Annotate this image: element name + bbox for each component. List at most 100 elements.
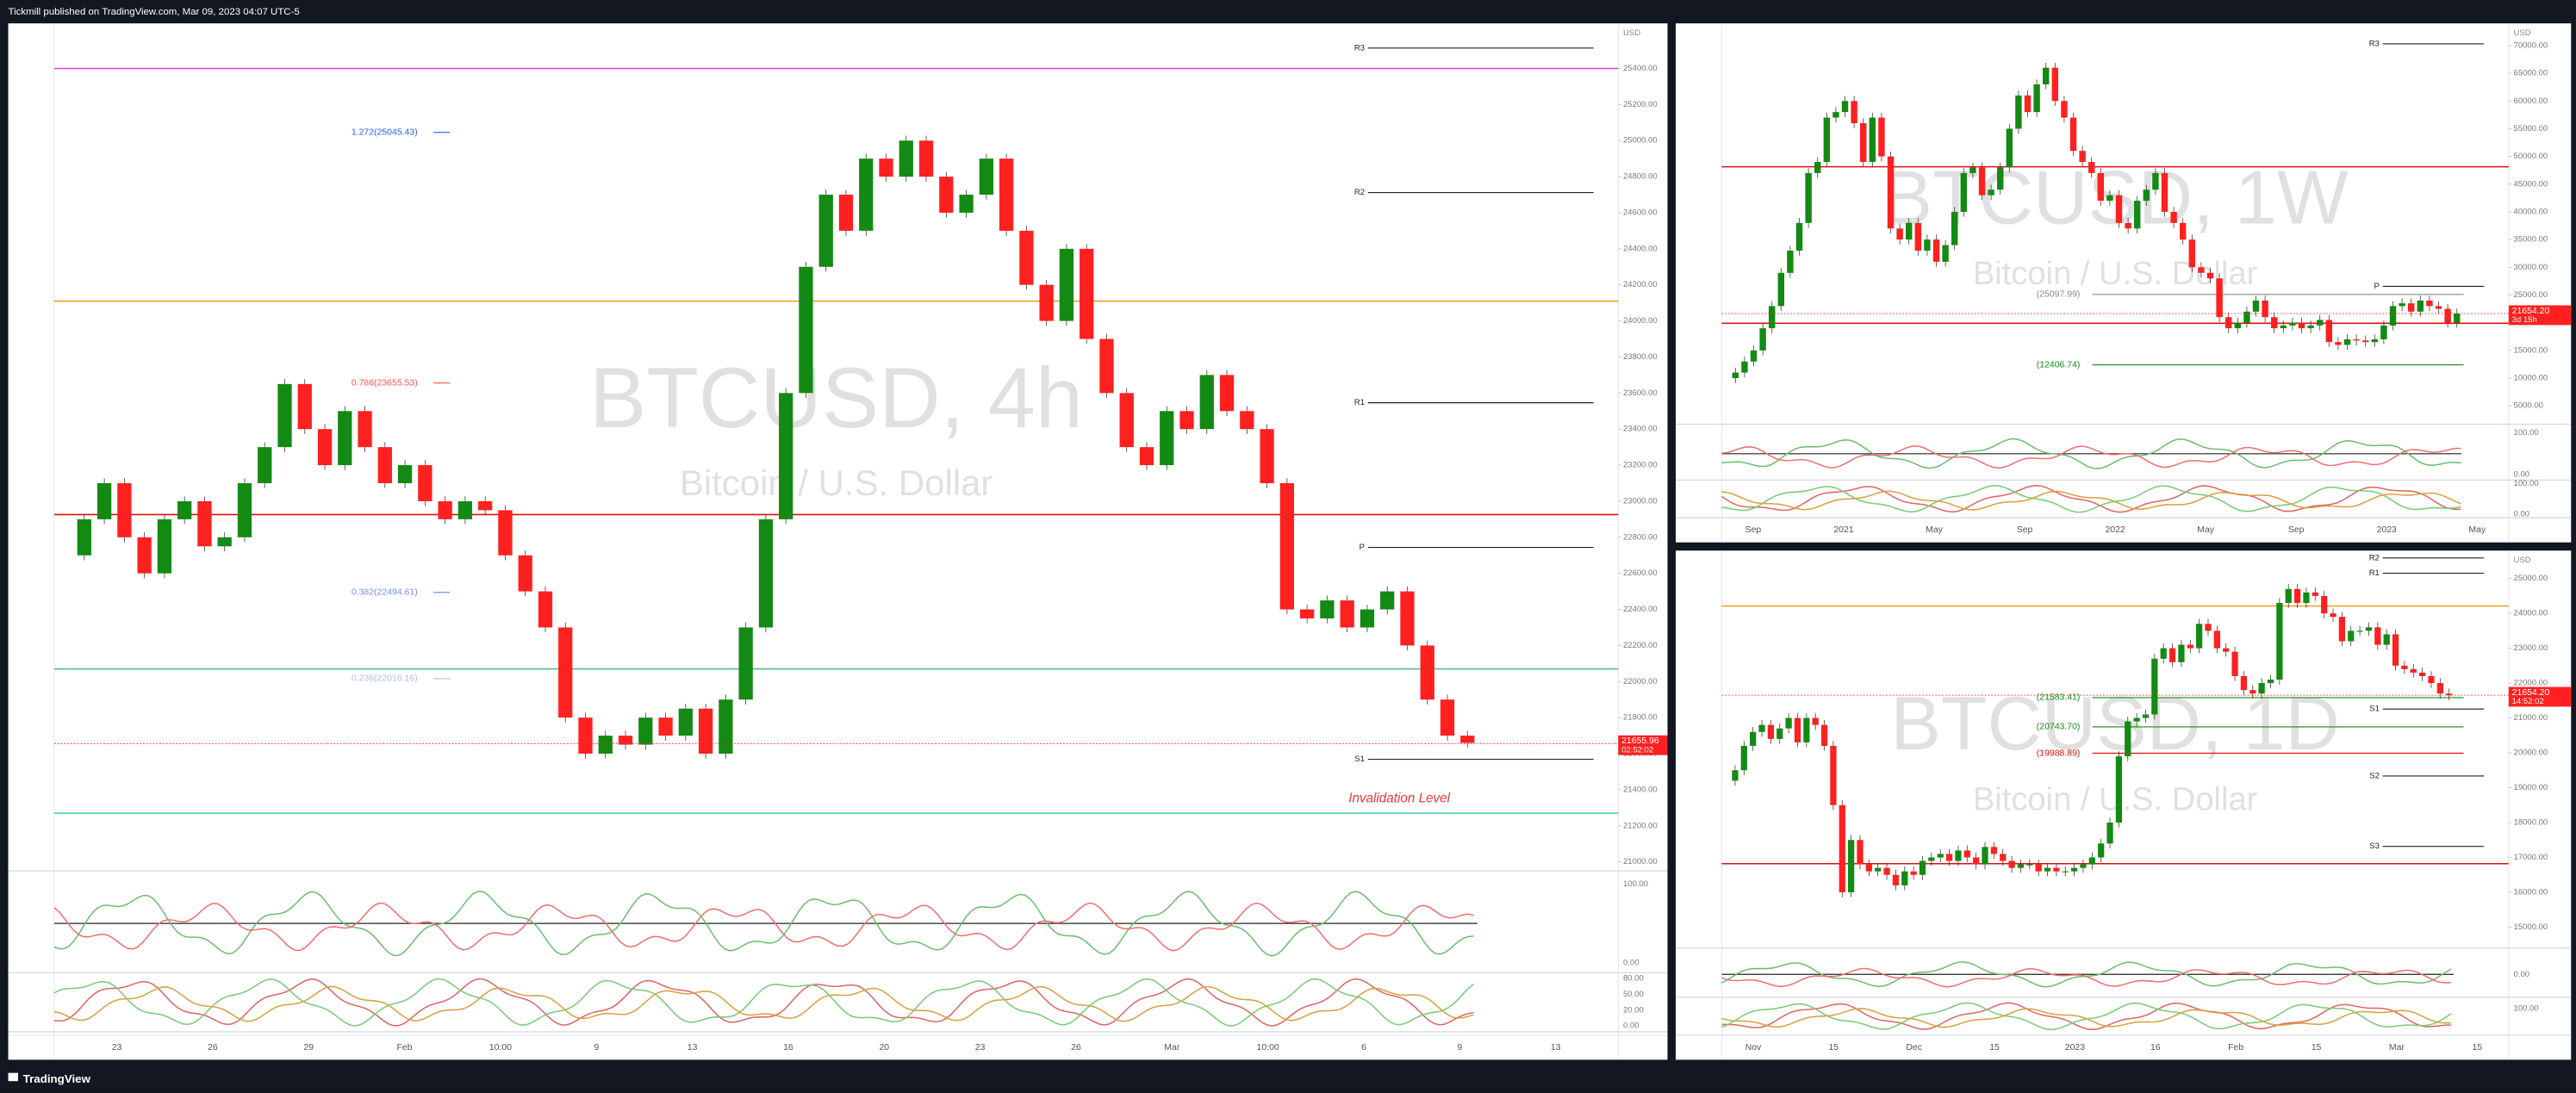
candle-body [598, 736, 613, 755]
candle-body [2262, 300, 2268, 318]
oscillator-line [1721, 484, 2461, 513]
candle-body [1973, 857, 1980, 865]
candle-body [1997, 167, 2004, 190]
candle-body [979, 158, 993, 196]
candle-body [2276, 602, 2283, 680]
candle-body [2080, 864, 2087, 868]
candle-body [2317, 320, 2324, 326]
candle-body [2088, 857, 2095, 865]
pivot-label: S1 [1354, 755, 1365, 764]
currency-label: USD [1623, 28, 1640, 38]
candle-body [2133, 717, 2140, 722]
brand: TradingView [23, 1072, 91, 1085]
candle-body [2293, 588, 2301, 603]
candle-body [2026, 864, 2033, 866]
candle-body [2043, 67, 2050, 84]
candle-body [2280, 325, 2287, 329]
candle-body [2444, 308, 2451, 323]
x-tick-label: 15 [1989, 1043, 2000, 1053]
candle-body [2401, 665, 2408, 669]
y-tick-label: 60000.00 [2514, 96, 2548, 106]
candle-body [1460, 736, 1475, 743]
candle-body [237, 483, 252, 537]
candle-body [1805, 172, 1812, 223]
candle-body [2161, 172, 2168, 212]
candle-body [1901, 871, 1908, 885]
oscillator-line [1721, 438, 2461, 469]
candle-body [1320, 600, 1335, 619]
candle-body [1794, 717, 1801, 742]
oscillator-tick-label: 0.00 [1623, 958, 1640, 967]
candle-body [1951, 211, 1958, 245]
y-tick-label: 21000.00 [1623, 857, 1658, 866]
y-tick-label: 24200.00 [1623, 280, 1658, 289]
candle-body [498, 510, 513, 556]
candle-body [1279, 483, 1295, 610]
candle-body [1769, 306, 1776, 329]
candle-body [1883, 867, 1890, 875]
candle-body [779, 393, 793, 519]
y-tick-label: 24400.00 [1623, 244, 1658, 253]
pivot-label: P [1360, 543, 1365, 552]
oscillator-line [1721, 445, 2461, 469]
candle-body [1988, 189, 1994, 196]
pivot-label: R2 [2369, 553, 2380, 562]
y-tick-label: 21000.00 [2514, 713, 2548, 723]
candle-body [2180, 222, 2187, 240]
y-tick-label: 65000.00 [2514, 69, 2548, 78]
candle-body [658, 717, 673, 736]
candle-body [1878, 117, 1885, 157]
candle-body [1960, 172, 1968, 212]
candle-body [2389, 306, 2397, 326]
candle-body [2271, 317, 2278, 329]
candle-body [2170, 211, 2177, 223]
candle-body [2435, 306, 2442, 309]
candle-body [818, 195, 833, 267]
oscillator-tick-label: 50.00 [1623, 990, 1644, 999]
candle-body [397, 465, 413, 484]
y-tick-label: 22000.00 [1623, 677, 1658, 686]
y-tick-label: 18000.00 [2514, 818, 2548, 828]
y-tick-label: 25000.00 [2514, 574, 2548, 583]
candle-body [2225, 317, 2232, 329]
oscillator-line [1721, 967, 2452, 988]
fib-label: (25097.99) [2037, 290, 2081, 300]
candle-body [1741, 361, 1748, 373]
candle-body [1945, 854, 1953, 861]
fib-label: 0.236(22016.16) [352, 674, 418, 684]
currency-label: USD [2514, 556, 2531, 565]
oscillator-line [1721, 484, 2461, 513]
candle-body [2258, 683, 2265, 694]
candle-body [2033, 84, 2040, 113]
time-axis [8, 1034, 1668, 1036]
candle-body [2000, 854, 2007, 861]
candle-body [2143, 189, 2150, 202]
candle-body [137, 537, 152, 574]
candle-body [2115, 195, 2123, 223]
candle-body [1219, 375, 1235, 412]
candle-body [2380, 325, 2387, 339]
x-tick-label: Feb [2228, 1043, 2243, 1053]
candle-body [1896, 228, 1903, 240]
candle-body [157, 519, 172, 574]
y-tick-label: 45000.00 [2514, 179, 2548, 189]
last-price-label: 21655.96 [1621, 736, 1659, 746]
candle-body [197, 500, 212, 547]
oscillator-tick-label: 100.00 [2514, 1004, 2539, 1014]
pivot-label: R1 [1354, 398, 1365, 407]
candle-body [959, 195, 974, 213]
oscillator-line [1721, 1008, 2452, 1028]
candle-body [1942, 245, 1949, 262]
x-tick-label: 16 [783, 1043, 793, 1053]
fib-label: (12406.74) [2037, 360, 2081, 370]
y-tick-label: 23000.00 [2514, 643, 2548, 653]
candle-body [1119, 393, 1134, 448]
candle-body [1914, 222, 1922, 252]
pivot-label: S3 [2369, 841, 2380, 851]
candle-body [2097, 172, 2105, 202]
candle-body [1750, 350, 1758, 362]
y-tick-label: 25200.00 [1623, 100, 1658, 109]
x-tick-label: 23 [112, 1043, 122, 1053]
candle-body [2417, 300, 2424, 312]
candle-body [2053, 867, 2060, 872]
